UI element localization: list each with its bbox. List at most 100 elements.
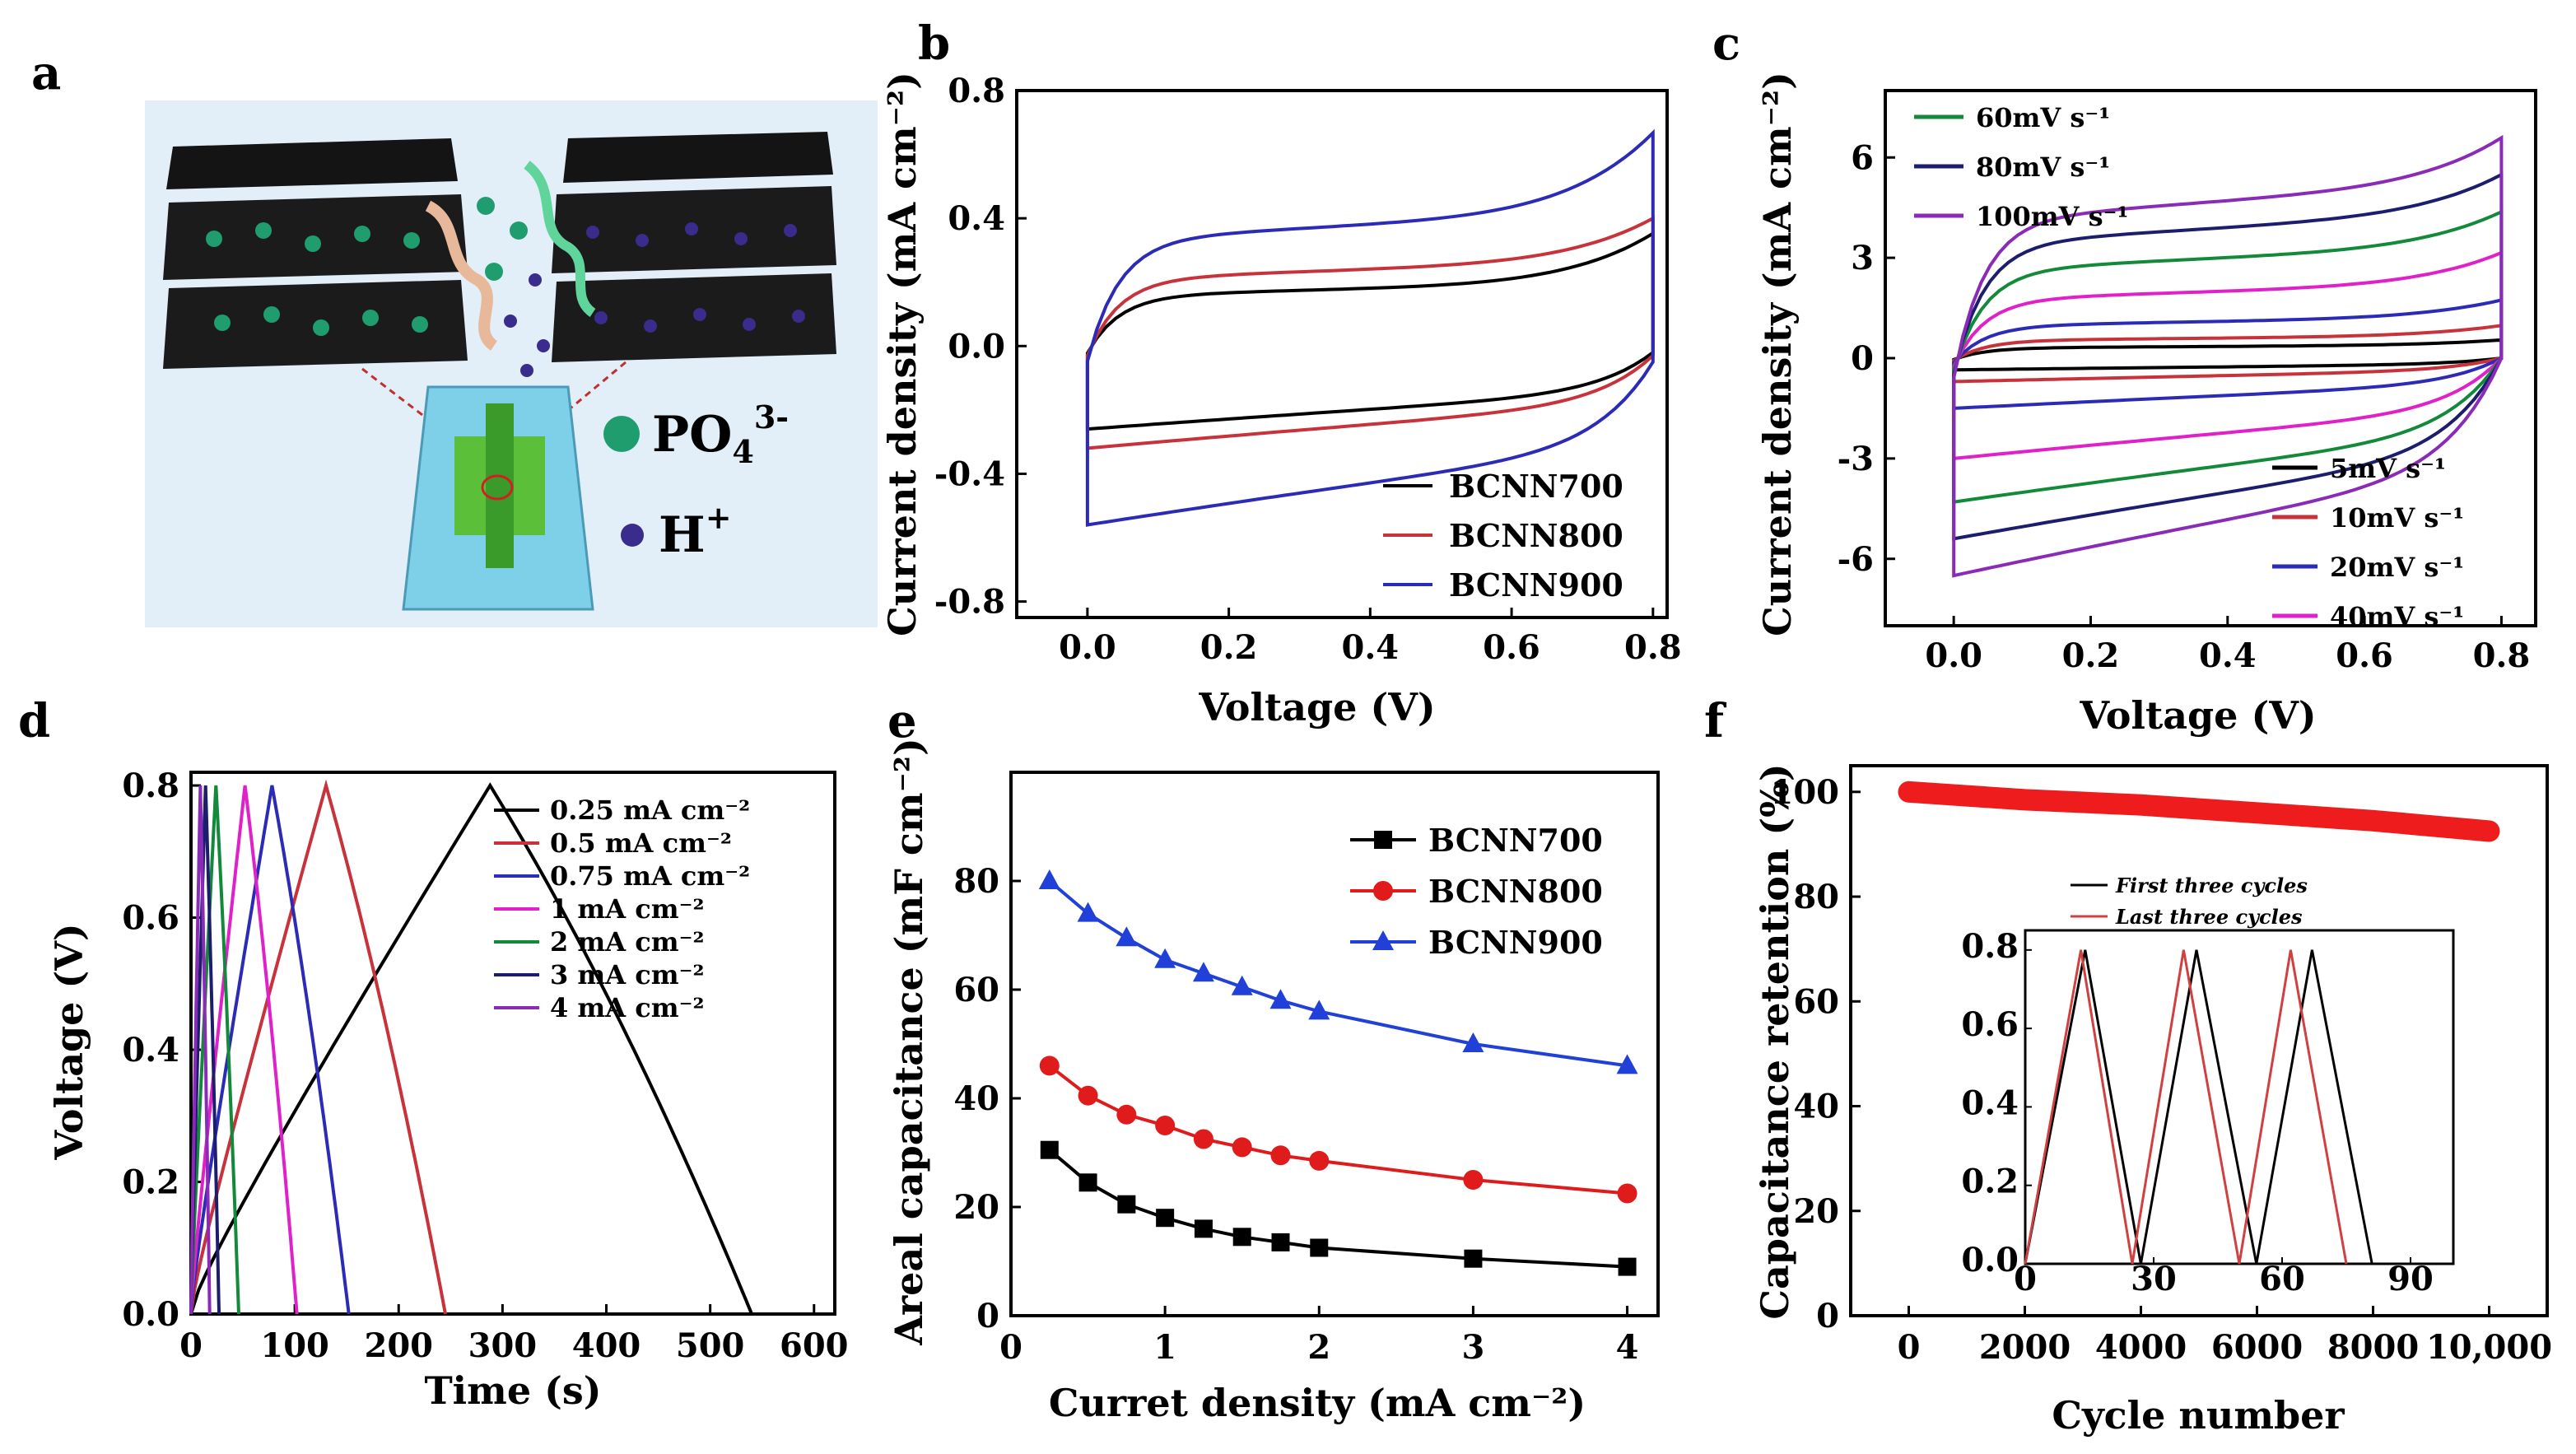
h-ion-icon	[784, 224, 797, 237]
y-tick-label: 40	[1793, 1088, 1839, 1126]
y-axis-label-b: Current density (mA cm⁻²)	[880, 72, 925, 636]
x-tick-label: 0	[999, 1328, 1022, 1367]
panel-label-d: d	[18, 694, 50, 748]
x-tick-label: 8000	[2327, 1328, 2419, 1367]
axis-ticks-c: 0.0 0.2 0.4 0.6 0.8 -6 -3 0 3 6	[1838, 138, 2531, 675]
data-point	[1372, 930, 1394, 950]
data-point	[1617, 1183, 1637, 1204]
x-tick-label: 0.0	[1059, 628, 1116, 667]
y-tick-label: 0.4	[948, 199, 1005, 238]
y-tick-label: 80	[1793, 878, 1839, 916]
focus-circle	[481, 474, 514, 501]
inset-y-tick-label: 0.2	[1961, 1163, 2019, 1201]
cv-curves-b	[1085, 128, 1655, 527]
inset-gcd-cycle	[2139, 949, 2258, 1265]
plot-frame-e	[1009, 771, 1660, 1317]
series-line	[1048, 1064, 1628, 1195]
legend-label: 4 mA cm⁻²	[550, 992, 704, 1023]
h-legend-label: H+	[659, 499, 732, 564]
data-point	[1116, 926, 1138, 947]
data-point	[1232, 1137, 1252, 1158]
h-ion-icon	[743, 318, 756, 331]
h-ion-icon	[594, 311, 608, 324]
x-axis-label-c: Voltage (V)	[2079, 693, 2316, 738]
h-ion-icon	[644, 319, 657, 333]
y-tick-label: 0	[1816, 1297, 1839, 1335]
legend-label: 20mV s⁻¹	[2330, 552, 2464, 583]
retention-band	[1898, 781, 2500, 842]
inset-x-tick-label: 90	[2387, 1260, 2434, 1298]
y-tick-label: 80	[953, 862, 999, 901]
po4-ion-icon	[214, 315, 231, 331]
panel-label-c: c	[1712, 16, 1740, 71]
x-tick-label: 100	[260, 1326, 329, 1365]
legend-label: 80mV s⁻¹	[1976, 151, 2110, 183]
data-point	[1310, 1238, 1329, 1257]
x-tick-label: 0.4	[2199, 636, 2257, 675]
h-ion-icon	[537, 339, 550, 352]
data-point	[1156, 1209, 1175, 1228]
data-point	[1155, 1116, 1176, 1135]
panel-label-f: f	[1704, 694, 1727, 748]
po4-ion-icon	[477, 197, 495, 215]
gcd-curve	[189, 782, 753, 1315]
gcd-curve	[189, 785, 299, 1315]
x-tick-label: 200	[365, 1326, 434, 1365]
legend-label: 10mV s⁻¹	[2330, 502, 2464, 534]
gcd-curve	[189, 779, 447, 1315]
y-tick-label: 0.8	[122, 767, 179, 805]
left-sheet-stack	[163, 138, 468, 369]
y-tick-label: -0.4	[934, 454, 1005, 493]
legend-label: 2 mA cm⁻²	[550, 926, 704, 958]
x-axis-label-f: Cycle number	[2052, 1393, 2345, 1438]
x-tick-label: 4	[1616, 1328, 1639, 1367]
x-tick-label: 600	[780, 1326, 849, 1365]
data-point	[1309, 1150, 1330, 1171]
inset-frame	[2024, 929, 2455, 1265]
inset-x-tick-label: 60	[2259, 1260, 2305, 1298]
data-point	[1194, 1219, 1213, 1238]
y-tick-label: 0	[976, 1297, 999, 1335]
data-point	[1616, 1054, 1638, 1074]
y-tick-label: 6	[1851, 138, 1874, 177]
x-tick-label: 0.2	[1200, 628, 1258, 667]
y-axis-label-f: Capacitance retention (%)	[1753, 763, 1797, 1319]
gcd-curves-d	[189, 779, 753, 1315]
legend-label: 60mV s⁻¹	[1976, 102, 2110, 133]
legend-label: 100mV s⁻¹	[1976, 201, 2129, 232]
panel-d: d 0 100 200 300 400 500 600 0.0 0.2 0.4 0.6 0.8 0.2…	[18, 694, 849, 1413]
data-point	[1464, 1249, 1483, 1268]
data-point	[1308, 1000, 1330, 1020]
legend-label: BCNN700	[1449, 468, 1623, 505]
h-ion-icon	[685, 222, 698, 235]
inset-y-tick-label: 0.6	[1961, 1005, 2019, 1044]
h-ion-icon	[636, 234, 649, 247]
sheet	[563, 132, 833, 183]
legend-label: 40mV s⁻¹	[2330, 601, 2464, 632]
y-tick-label: 60	[1793, 982, 1839, 1021]
axis-ticks-b: 0.0 0.2 0.4 0.6 0.8 -0.8 -0.4 0.0 0.4 0.8	[934, 72, 1682, 667]
axis-ticks-d: 0 100 200 300 400 500 600 0.0 0.2 0.4 0.6 0.8	[122, 767, 848, 1365]
inset-gcd-cycle	[2024, 949, 2134, 1265]
plot-frame-f	[1849, 764, 2549, 1317]
inset-gcd-cycle	[2024, 949, 2142, 1265]
legend-label: 0.25 mA cm⁻²	[550, 795, 750, 826]
legend-label: BCNN900	[1428, 924, 1603, 961]
cv-curve	[1952, 297, 2504, 410]
po4-ion-icon	[263, 306, 280, 323]
inset-y-tick-label: 0.0	[1961, 1241, 2019, 1279]
right-sheet-stack	[552, 132, 836, 362]
cv-curve-BCNN900	[1085, 128, 1655, 527]
y-tick-label: -6	[1838, 540, 1874, 579]
gcd-curve	[189, 785, 212, 1315]
h-legend-icon	[621, 524, 644, 547]
h-ion-icon	[792, 310, 805, 323]
inset-y-tick-label: 0.8	[1961, 927, 2019, 966]
inset-x-tick-label: 30	[2131, 1260, 2177, 1298]
data-point	[1463, 1170, 1484, 1190]
inset-x-tick-label: 0	[2014, 1260, 2037, 1298]
x-axis-label-d: Time (s)	[424, 1368, 601, 1413]
panel-label-b: b	[918, 16, 950, 71]
